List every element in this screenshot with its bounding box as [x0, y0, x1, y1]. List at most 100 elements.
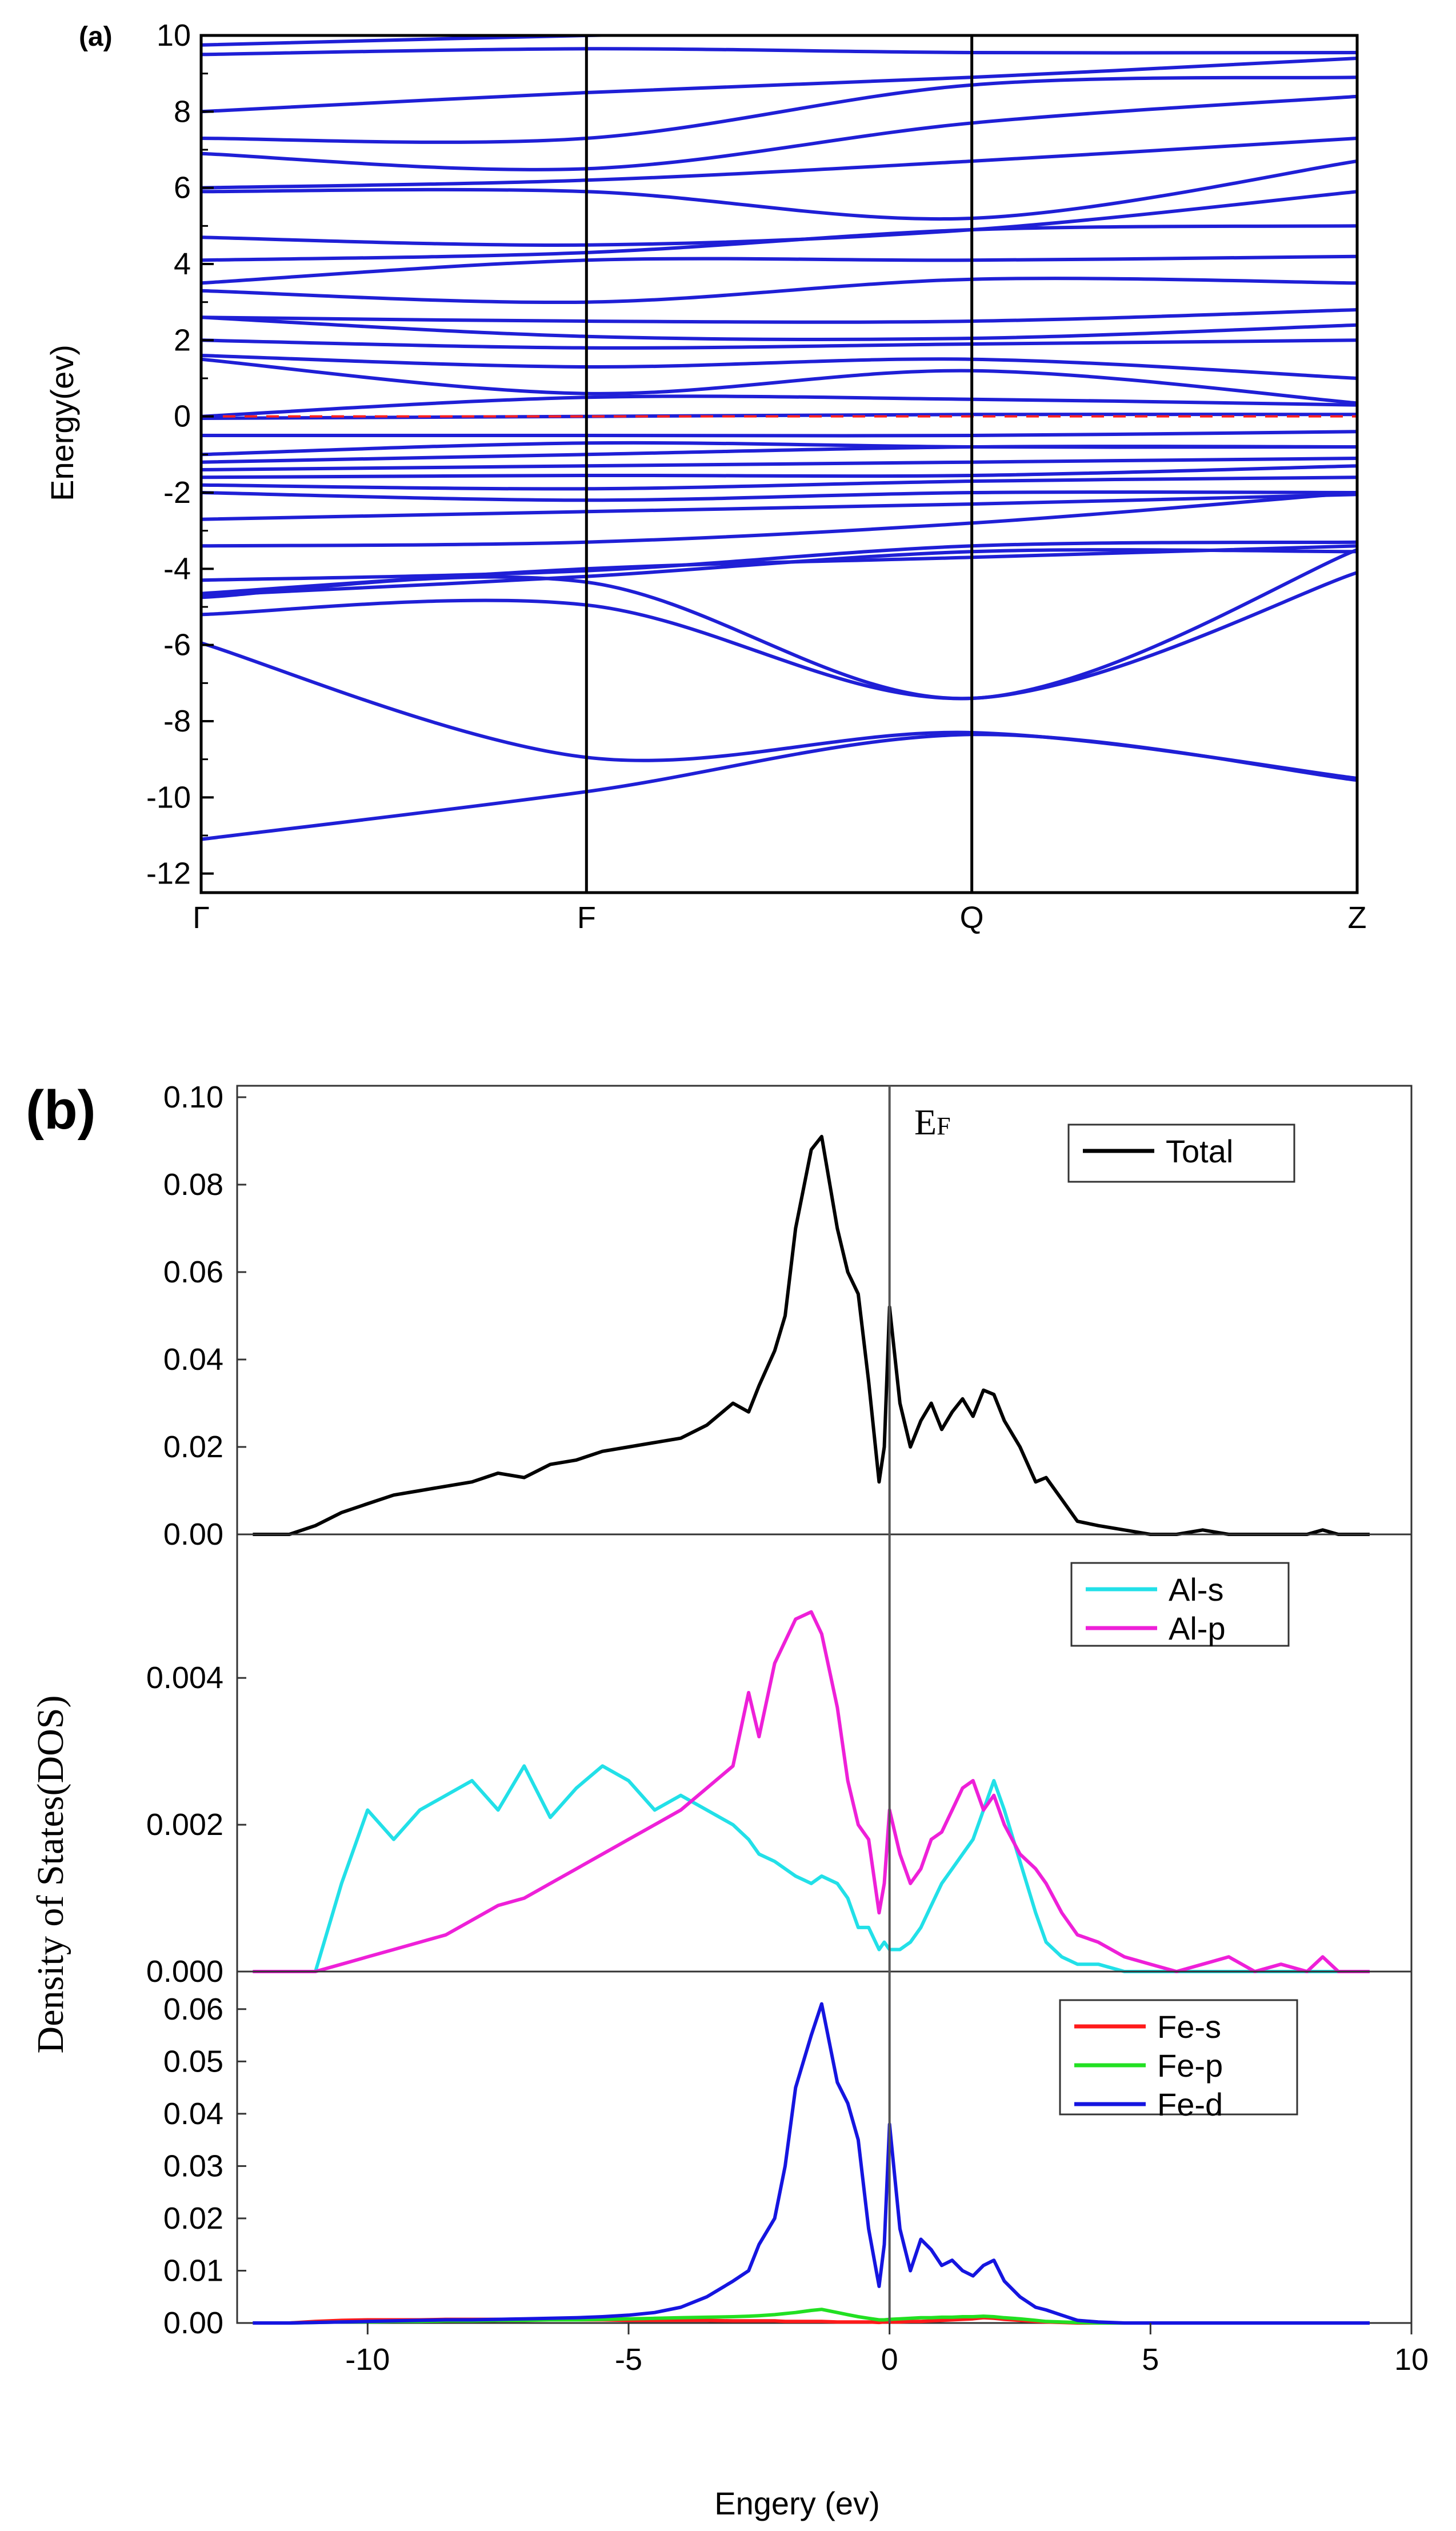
dos-xtick-label: -10 — [345, 2342, 390, 2377]
dos-ytick-label: 0.06 — [163, 1255, 223, 1289]
band-ytick-label: -12 — [146, 857, 191, 891]
dos-ytick-label: 0.02 — [163, 2201, 223, 2236]
dos-xtick-label: -5 — [615, 2342, 642, 2377]
panel-a-label: (a) — [79, 22, 113, 52]
legend-box — [1070, 1562, 1290, 1647]
band-line-3 — [201, 548, 1357, 701]
band-line-33 — [201, 35, 664, 47]
legend-label-Fe-s: Fe-s — [1157, 2009, 1221, 2045]
k-point-divider-lines — [585, 35, 974, 893]
band-ytick-label: 0 — [174, 399, 191, 434]
kpoint-label-Γ: Γ — [193, 901, 210, 935]
band-ytick-label: 8 — [174, 94, 191, 129]
legend-box — [1067, 1123, 1295, 1183]
dos-ytick-label: 0.000 — [146, 1954, 223, 1989]
band-y-axis-title: Energy(ev) — [44, 345, 80, 501]
dos-ytick-label: 0.002 — [146, 1808, 223, 1842]
legend-label-Total: Total — [1166, 1133, 1233, 1169]
fermi-label: EF — [914, 1102, 951, 1142]
band-ytick-label: -6 — [163, 628, 191, 662]
dos-series-Al-p — [253, 1610, 1370, 1973]
dos-xtick-label: 0 — [881, 2342, 898, 2377]
band-line-27 — [201, 159, 1357, 221]
legend-label-Al-s: Al-s — [1169, 1572, 1223, 1608]
dos-series-Total — [253, 1134, 1370, 1536]
dos-ytick-label: 0.03 — [163, 2149, 223, 2183]
band-line-24 — [201, 254, 1357, 285]
kpoint-label-Z: Z — [1348, 901, 1367, 935]
band-line-18 — [201, 357, 1357, 405]
band-line-14 — [201, 441, 1357, 457]
dos-ytick-label: 0.10 — [163, 1080, 223, 1114]
band-line-9 — [201, 490, 1357, 502]
dos-ytick-label: 0.01 — [163, 2253, 223, 2288]
dos-xtick-label: 5 — [1142, 2342, 1159, 2377]
band-line-19 — [201, 354, 1357, 380]
band-ytick-label: 4 — [174, 247, 191, 281]
band-line-6 — [201, 540, 1357, 582]
band-line-30 — [201, 75, 1357, 144]
band-line-1 — [201, 641, 1357, 780]
kpoint-label-Q: Q — [960, 901, 984, 935]
band-line-2 — [201, 571, 1357, 701]
legend-box — [1059, 1999, 1298, 2116]
band-ytick-label: 10 — [157, 18, 191, 53]
kpoint-label-F: F — [577, 901, 596, 935]
band-line-28 — [201, 137, 1357, 190]
dos-subpanel-1: 0.000 0.002 0.004 Al-sAl-p — [146, 1533, 1413, 1989]
dos-ytick-label: 0.00 — [163, 2306, 223, 2340]
band-structure-panel: (a) Energy(ev) 10 8 6 4 2 0 -2 -4 -6 -8 -10 -12 Γ F Q… — [44, 18, 1367, 935]
band-line-16 — [201, 413, 1357, 420]
band-line-7 — [201, 491, 1357, 548]
dos-x-ticks: -10 -5 0 5 10 — [345, 2323, 1429, 2377]
band-line-5 — [201, 544, 1357, 595]
band-y-ticks: 10 8 6 4 2 0 -2 -4 -6 -8 -10 -12 — [146, 18, 214, 891]
dos-xtick-label: 10 — [1394, 2342, 1429, 2377]
dos-subpanels: 0.000.020.040.060.080.10Total0.0000.0020… — [146, 1080, 1413, 2340]
band-line-32 — [201, 47, 1357, 57]
band-ytick-label: 6 — [174, 171, 191, 205]
dos-legend-1: Al-sAl-p — [1070, 1562, 1290, 1647]
band-ytick-label: 2 — [174, 323, 191, 357]
band-ytick-label: -4 — [163, 551, 191, 586]
band-line-11 — [201, 464, 1357, 479]
legend-label-Al-p: Al-p — [1169, 1610, 1226, 1646]
dos-legend-2: Fe-sFe-pFe-d — [1059, 1999, 1298, 2122]
band-line-21 — [201, 315, 1357, 342]
band-line-17 — [201, 394, 1357, 418]
dos-ytick-label: 0.06 — [163, 1992, 223, 2026]
dos-ytick-label: 0.00 — [163, 1517, 223, 1552]
band-line-8 — [201, 493, 1357, 521]
dos-ytick-label: 0.004 — [146, 1661, 223, 1695]
dos-ytick-label: 0.02 — [163, 1430, 223, 1464]
band-ytick-label: -2 — [163, 475, 191, 510]
dos-ytick-label: 0.08 — [163, 1167, 223, 1202]
fermi-label-main: E — [914, 1102, 937, 1142]
band-ytick-label: -8 — [163, 704, 191, 738]
dos-subpanel-0: 0.00 0.02 0.04 0.06 0.08 0.10 Total — [163, 1080, 1413, 1552]
dos-legend-0: Total — [1067, 1123, 1295, 1183]
band-line-12 — [201, 457, 1357, 471]
band-line-26 — [201, 190, 1357, 247]
dos-series-Fe-d — [253, 2002, 1370, 2325]
band-plot-frame — [199, 34, 1359, 894]
dos-y-axis-title: Density of States(DOS) — [30, 1696, 71, 2054]
dos-ytick-label: 0.05 — [163, 2044, 223, 2078]
dos-ytick-label: 0.04 — [163, 2097, 223, 2131]
fermi-label-sub: F — [937, 1112, 950, 1140]
band-ytick-label: -10 — [146, 780, 191, 814]
band-line-20 — [201, 338, 1357, 350]
panel-b-label: (b) — [26, 1079, 96, 1141]
band-line-29 — [201, 94, 1357, 171]
legend-label-Fe-p: Fe-p — [1157, 2048, 1223, 2084]
band-line-15 — [201, 430, 1357, 438]
dos-panel: (b) Density of States(DOS) 0.000.020.040… — [26, 1079, 1429, 2521]
band-line-22 — [201, 308, 1357, 324]
band-line-23 — [201, 277, 1357, 305]
band-lines — [201, 35, 1357, 841]
legend-label-Fe-d: Fe-d — [1157, 2086, 1223, 2122]
dos-subpanel-2: 0.00 0.01 0.02 0.03 0.04 0.05 0.06 Fe-sFe-pFe-d — [163, 1970, 1413, 2340]
dos-x-axis-title: Engery (ev) — [714, 2485, 879, 2521]
